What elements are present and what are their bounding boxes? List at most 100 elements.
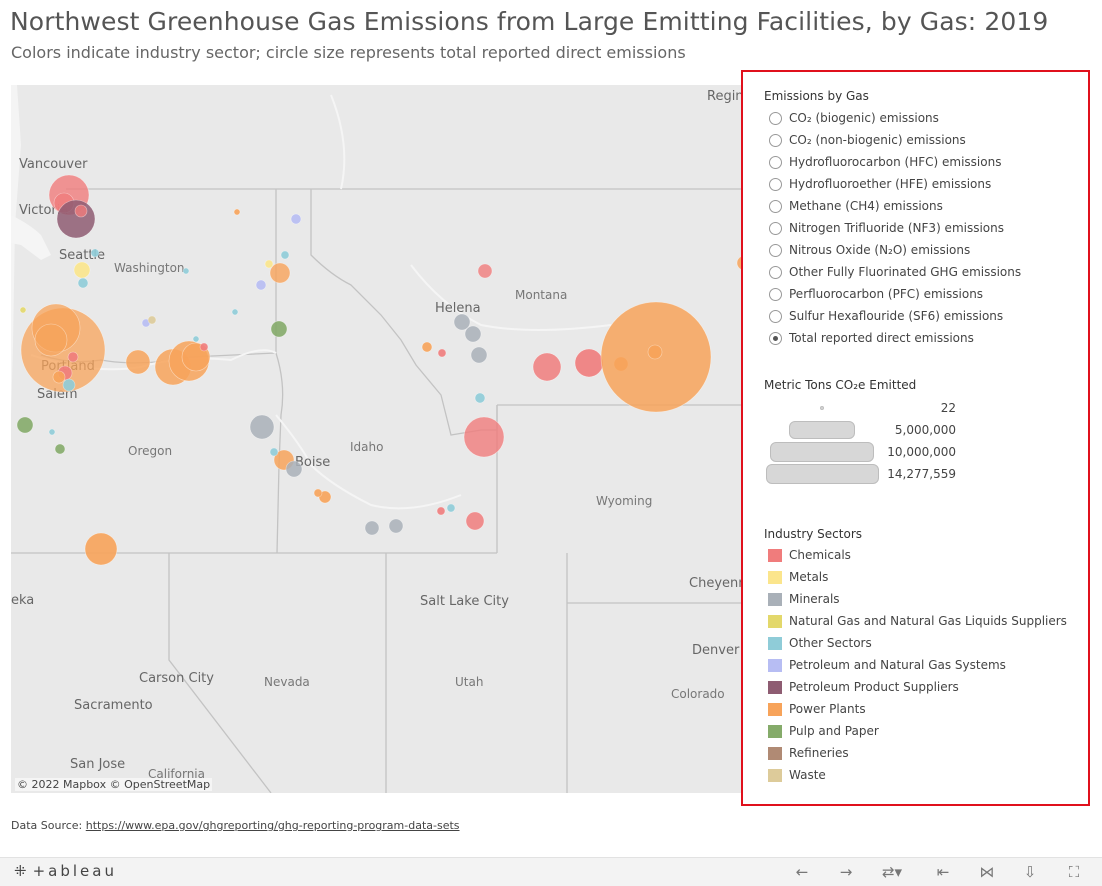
radio-icon[interactable] [769,155,782,169]
gas-option-label: Sulfur Hexaflouride (SF6) emissions [789,309,1004,323]
gas-option-label: Other Fully Fluorinated GHG emissions [789,265,1022,279]
gas-option[interactable]: Hydrofluorocarbon (HFC) emissions [769,152,1001,172]
data-source-prefix: Data Source: [11,819,86,832]
sector-swatch [768,658,782,672]
radio-icon[interactable] [769,111,782,125]
reset-icon[interactable]: ⇤ [936,863,950,881]
share-icon[interactable]: ⋈ [979,863,995,881]
page-subtitle: Colors indicate industry sector; circle … [11,43,686,62]
gas-option[interactable]: Methane (CH4) emissions [769,196,943,216]
sector-legend-item[interactable]: Natural Gas and Natural Gas Liquids Supp… [768,611,1067,631]
sector-label: Power Plants [789,702,866,716]
radio-icon[interactable] [769,177,782,191]
sector-legend-item[interactable]: Pulp and Paper [768,721,879,741]
size-legend-row: 10,000,000 [764,442,956,462]
radio-icon[interactable] [769,243,782,257]
gas-option[interactable]: Nitrous Oxide (N₂O) emissions [769,240,970,260]
sector-legend-item[interactable]: Petroleum and Natural Gas Systems [768,655,1006,675]
size-legend-value: 5,000,000 [894,423,956,437]
sector-swatch [768,636,782,650]
sector-swatch [768,768,782,782]
sector-swatch [768,548,782,562]
sector-label: Natural Gas and Natural Gas Liquids Supp… [789,614,1067,628]
gas-option[interactable]: Total reported direct emissions [769,328,974,348]
sector-legend-item[interactable]: Minerals [768,589,840,609]
sector-legend-item[interactable]: Waste [768,765,826,785]
gas-option[interactable]: Nitrogen Trifluoride (NF3) emissions [769,218,1004,238]
sector-legend-item[interactable]: Other Sectors [768,633,872,653]
undo-icon[interactable]: ← [795,863,809,881]
city-label-portland: Portland [41,359,95,374]
size-legend-row: 5,000,000 [764,420,956,440]
gas-option[interactable]: Hydrofluoroether (HFE) emissions [769,174,991,194]
sector-label: Pulp and Paper [789,724,879,738]
city-label-denver: Denver [692,643,740,658]
sector-label: Petroleum Product Suppliers [789,680,959,694]
city-label-san-jose: San Jose [70,757,126,772]
tableau-logo-text: +ableau [32,862,117,880]
data-source-link[interactable]: https://www.epa.gov/ghgreporting/ghg-rep… [85,819,460,832]
city-label-victoria: Victoria [19,203,69,218]
gas-option-label: Total reported direct emissions [789,331,974,345]
sector-legend-item[interactable]: Refineries [768,743,849,763]
city-label-vancouver: Vancouver [19,157,88,172]
city-label-boise: Boise [295,455,331,470]
city-label-sacramento: Sacramento [74,698,153,713]
tableau-mark-icon: ⁜ [14,862,27,880]
sector-legend-item[interactable]: Metals [768,567,828,587]
tableau-toolbar: ⁜ +ableau ← → ⇄▾ ⇤ ⋈ ⇩ ⛶ [0,857,1102,886]
sector-label: Refineries [789,746,849,760]
radio-icon[interactable] [769,133,782,147]
redo-icon[interactable]: → [839,863,853,881]
sector-label: Minerals [789,592,840,606]
sector-label: Waste [789,768,826,782]
download-icon[interactable]: ⇩ [1023,863,1037,881]
sector-swatch [768,746,782,760]
sector-legend-item[interactable]: Chemicals [768,545,851,565]
radio-icon[interactable] [769,265,782,279]
radio-icon[interactable] [769,221,782,235]
sector-legend-heading: Industry Sectors [764,527,863,541]
sector-label: Petroleum and Natural Gas Systems [789,658,1006,672]
size-legend-circle [765,464,879,484]
sector-label: Other Sectors [789,636,872,650]
sector-swatch [768,702,782,716]
tableau-logo[interactable]: ⁜ +ableau [14,862,117,880]
fullscreen-icon[interactable]: ⛶ [1068,863,1080,881]
gas-option-label: Methane (CH4) emissions [789,199,943,213]
sector-swatch [768,592,782,606]
city-label-eka: eka [11,593,35,608]
gas-option-label: Nitrogen Trifluoride (NF3) emissions [789,221,1005,235]
city-label-seattle: Seattle [59,248,106,263]
size-legend-value: 22 [940,401,956,415]
radio-checked-icon[interactable] [769,331,782,345]
state-label-wyoming: Wyoming [596,494,653,508]
sector-swatch [768,680,782,694]
size-legend-heading: Metric Tons CO₂e Emitted [764,378,917,392]
city-label-cheyenne: Cheyenne [689,576,753,591]
size-legend-circle [820,406,824,410]
city-label-helena: Helena [435,301,481,316]
gas-filter-heading: Emissions by Gas [764,89,869,103]
radio-icon[interactable] [769,287,782,301]
state-label-montana: Montana [515,288,568,302]
gas-option-label: CO₂ (biogenic) emissions [789,111,939,125]
sector-swatch [768,570,782,584]
sector-swatch [768,614,782,628]
gas-option[interactable]: Perfluorocarbon (PFC) emissions [769,284,983,304]
revert-icon[interactable]: ⇄▾ [881,863,903,881]
state-label-colorado: Colorado [671,687,725,701]
state-label-utah: Utah [455,675,484,689]
gas-option[interactable]: Sulfur Hexaflouride (SF6) emissions [769,306,1003,326]
map-view[interactable]: Washington Oregon Idaho Montana Wyoming … [11,85,753,793]
gas-option[interactable]: CO₂ (non-biogenic) emissions [769,130,966,150]
radio-icon[interactable] [769,199,782,213]
sector-label: Metals [789,570,829,584]
radio-icon[interactable] [769,309,782,323]
sector-legend-item[interactable]: Power Plants [768,699,866,719]
map-attribution[interactable]: © 2022 Mapbox © OpenStreetMap [15,778,213,791]
gas-option[interactable]: CO₂ (biogenic) emissions [769,108,939,128]
sector-legend-item[interactable]: Petroleum Product Suppliers [768,677,959,697]
gas-option[interactable]: Other Fully Fluorinated GHG emissions [769,262,1021,282]
page-title: Northwest Greenhouse Gas Emissions from … [10,7,1049,36]
